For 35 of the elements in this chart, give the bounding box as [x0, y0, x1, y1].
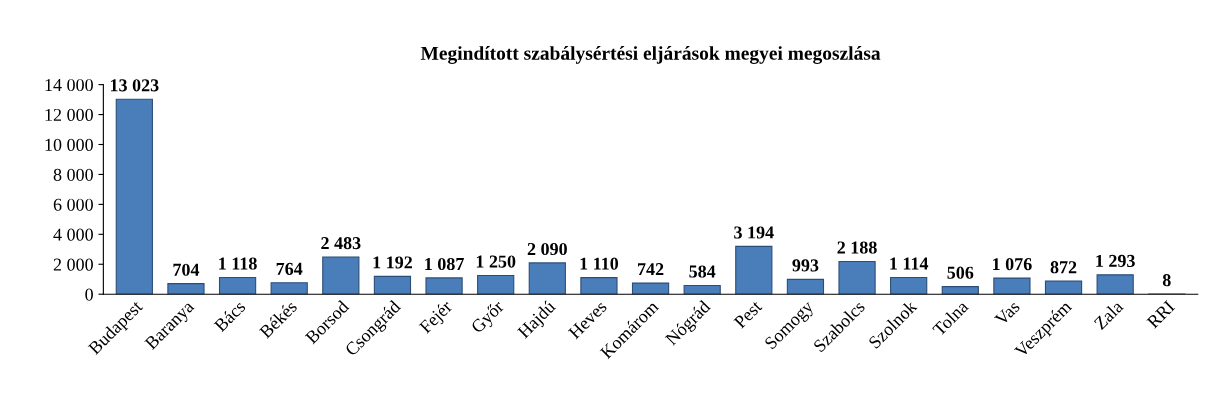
data-label: 1 192: [373, 256, 412, 269]
data-label: 742: [638, 263, 664, 276]
data-label: 1 114: [890, 257, 929, 270]
x-tick-label: RRI: [1146, 300, 1176, 329]
data-label: 764: [276, 262, 303, 275]
data-label: 1 076: [993, 258, 1032, 271]
data-label: 1 087: [425, 257, 464, 271]
y-tick-label: 14 000: [45, 78, 93, 92]
chart-title: Megindított szabálysértési eljárások megyei megoszlása: [420, 46, 881, 64]
y-tick-label: 0: [85, 288, 93, 301]
data-label: 3 194: [734, 226, 774, 239]
x-tick-label: Zala: [1093, 299, 1124, 331]
data-label: 1 250: [476, 255, 516, 268]
y-tick-label: 12 000: [45, 108, 93, 122]
data-label: 2 483: [321, 237, 361, 250]
y-tick-label: 2 000: [53, 258, 93, 271]
data-label: 872: [1050, 261, 1077, 274]
x-tick-label: Bács: [213, 299, 247, 333]
data-label: 584: [689, 265, 716, 278]
data-label: 2 188: [837, 241, 877, 254]
data-label: 1 293: [1096, 254, 1135, 267]
data-label: 704: [173, 263, 200, 276]
data-label: 8: [1162, 274, 1171, 287]
y-tick-label: 4 000: [53, 228, 93, 241]
x-tick-label: Pest: [733, 299, 763, 329]
x-tick-label: Győr: [469, 299, 508, 337]
data-label: 2 090: [527, 242, 567, 256]
y-tick-label: 6 000: [53, 198, 93, 211]
y-tick-label: 8 000: [53, 168, 93, 181]
data-label: 1 118: [219, 257, 257, 270]
y-tick-label: 10 000: [45, 138, 93, 151]
data-label: 993: [792, 259, 819, 272]
data-label: 506: [947, 266, 974, 279]
data-label: 1 110: [580, 257, 619, 270]
data-label: 13 023: [110, 79, 159, 92]
